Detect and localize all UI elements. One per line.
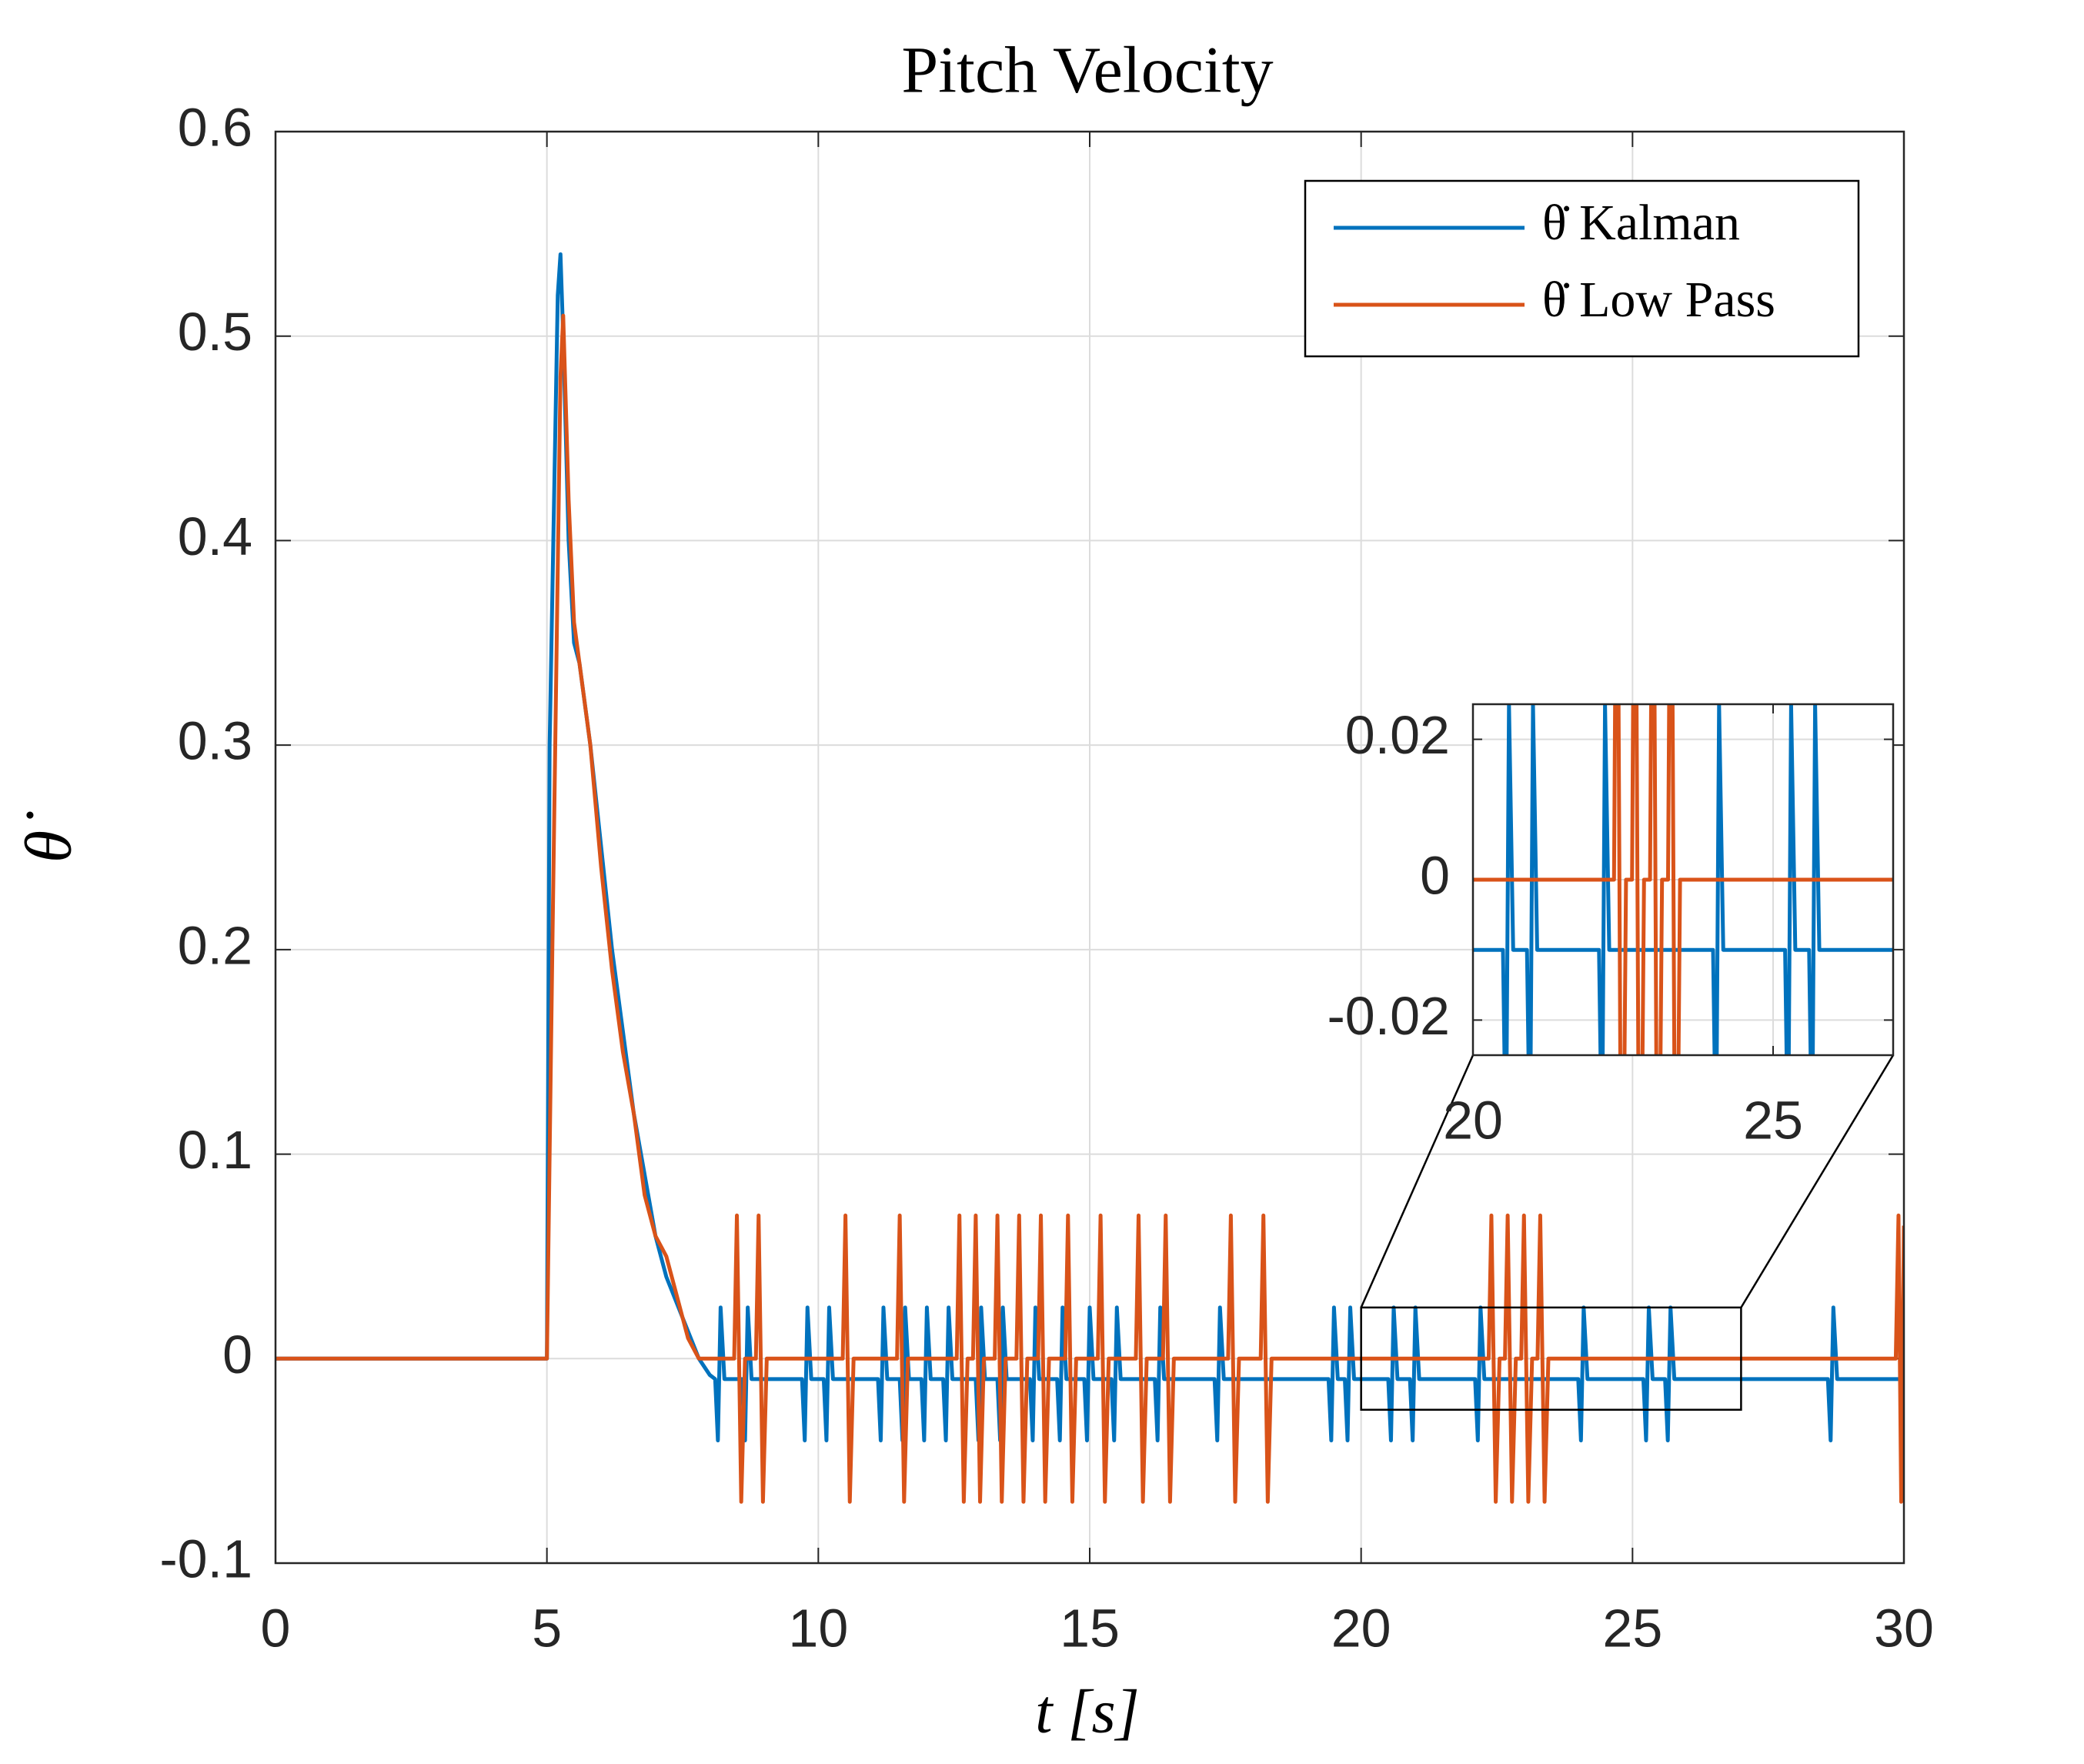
y-tick-label: 0.6 — [178, 97, 252, 157]
x-tick-label: 20 — [1443, 1090, 1503, 1150]
legend-label: θ̇ Low Pass — [1542, 272, 1775, 328]
series-line — [276, 252, 1904, 1443]
zoom-connector — [1740, 1054, 1895, 1308]
axes-box — [1471, 703, 1895, 1057]
y-tick-label: -0.1 — [159, 1528, 252, 1589]
zoom-box — [1360, 1306, 1742, 1411]
y-tick-label: 0.5 — [178, 302, 252, 362]
x-tick-label: 15 — [1060, 1598, 1120, 1658]
series-line — [1473, 704, 1893, 1055]
x-tick-label: 0 — [261, 1598, 291, 1658]
y-tick-label: 0.3 — [178, 711, 252, 771]
x-tick-label: 10 — [788, 1598, 848, 1658]
x-axis-label: t [s] — [1035, 1678, 1140, 1746]
x-tick-label: 20 — [1331, 1598, 1391, 1658]
axes-box — [274, 130, 1905, 1565]
y-tick-label: 0.1 — [178, 1120, 252, 1180]
legend-box — [1304, 179, 1860, 358]
x-tick-label: 5 — [532, 1598, 562, 1658]
series-line — [1473, 704, 1893, 1055]
y-tick-label: 0.4 — [178, 506, 252, 566]
x-tick-label: 25 — [1602, 1598, 1662, 1658]
y-tick-label: 0 — [222, 1325, 252, 1385]
y-tick-label: 0.2 — [178, 915, 252, 975]
x-tick-label: 25 — [1743, 1090, 1803, 1150]
series-line — [276, 313, 1904, 1504]
zoom-connector — [1360, 1054, 1474, 1308]
chart-title: Pitch Velocity — [901, 33, 1273, 107]
x-tick-label: 30 — [1874, 1598, 1934, 1658]
y-tick-label: -0.02 — [1327, 986, 1450, 1046]
y-tick-label: 0 — [1420, 845, 1450, 905]
legend-label: θ̇ Kalman — [1542, 195, 1740, 251]
y-tick-label: 0.02 — [1345, 705, 1450, 765]
